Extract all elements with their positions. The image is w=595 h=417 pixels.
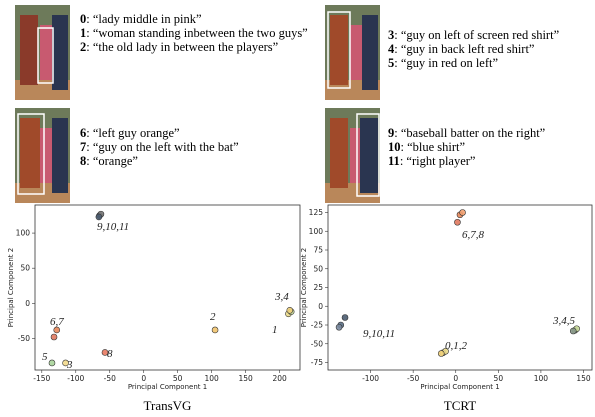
point [51,334,57,340]
y-axis-label: Principal Component 2 [7,248,15,327]
cluster-annotation: 9,10,11 [363,328,395,340]
x-tick-label: -50 [104,374,116,383]
caption: 3: “guy on left of screen red shirt”4: “… [388,28,593,70]
caption-line: 8: “orange” [80,154,315,168]
expression-text: : “right player” [400,154,476,168]
caption: 9: “baseball batter on the right”10: “bl… [388,126,593,168]
x-tick-label: 150 [576,374,591,383]
x-axis-label: Principal Component 1 [420,383,499,391]
thumbnail [325,108,380,203]
cluster-annotation: 5 [42,351,48,363]
cluster-annotation: 3,4 [274,291,289,303]
point [212,327,218,333]
x-tick-label: 50 [494,374,504,383]
x-tick-label: 200 [272,374,287,383]
cluster-annotation: 0,1,2 [445,340,468,352]
caption-line: 10: “blue shirt” [388,140,593,154]
point [336,324,342,330]
cluster-annotation: 6,7 [50,316,64,328]
y-tick-label: 0 [25,299,30,308]
expression-text: : “blue shirt” [401,140,466,154]
cluster-annotation: 6,7,8 [462,229,485,241]
y-axis-label: Principal Component 2 [300,248,308,327]
x-tick-label: -150 [33,374,50,383]
x-tick-label: 100 [534,374,549,383]
x-tick-label: -100 [362,374,379,383]
expression-text: : “baseball batter on the right” [394,126,545,140]
caption-line: 3: “guy on left of screen red shirt” [388,28,593,42]
chart-caption: TransVG [144,398,192,413]
point [454,219,460,225]
expression-text: : “the old lady in between the players” [86,40,278,54]
y-tick-label: 125 [309,208,324,217]
expression-text: : “orange” [86,154,138,168]
caption-line: 11: “right player” [388,154,593,168]
expression-text: : “guy in red on left” [394,56,498,70]
thumbnail [15,108,70,203]
expression-text: : “guy on the left with the bat” [86,140,238,154]
x-axis-label: Principal Component 1 [128,383,207,391]
y-tick-label: 50 [20,264,30,273]
point [342,315,348,321]
chart-caption: TCRT [444,398,477,413]
caption-line: 4: “guy in back left red shirt” [388,42,593,56]
cluster-annotation: 3,4,5 [552,315,576,327]
figure: -150-100-50050100150200-50050100Principa… [0,0,595,417]
caption-line: 7: “guy on the left with the bat” [80,140,315,154]
x-tick-label: 100 [205,374,220,383]
expression-text: : “lady middle in pink” [86,12,201,26]
y-tick-label: 100 [16,229,31,238]
x-tick-label: -50 [407,374,419,383]
plot-area [35,205,300,370]
x-tick-label: 50 [173,374,183,383]
x-tick-label: 150 [238,374,253,383]
y-tick-label: 25 [313,283,323,292]
expression-text: : “left guy orange” [86,126,179,140]
point [460,210,466,216]
y-tick-label: 100 [309,227,324,236]
cluster-annotation: 1 [272,324,278,336]
x-tick-label: -100 [67,374,84,383]
thumbnail [325,5,380,100]
expression-index: 10 [388,140,401,154]
caption-line: 2: “the old lady in between the players” [80,40,315,54]
expression-text: : “woman standing inbetween the two guys… [86,26,307,40]
point [96,214,102,220]
cluster-annotation: 3 [66,359,73,371]
cluster-annotation: 9,10,11 [97,221,129,233]
caption-line: 0: “lady middle in pink” [80,12,315,26]
y-tick-label: 0 [318,302,323,311]
y-tick-label: -75 [311,358,323,367]
y-tick-label: -50 [18,334,30,343]
point [49,360,55,366]
x-tick-label: 0 [141,374,146,383]
y-tick-label: 50 [313,264,323,273]
point [570,328,576,334]
caption: 0: “lady middle in pink”1: “woman standi… [80,12,315,54]
caption-line: 6: “left guy orange” [80,126,315,140]
point [287,307,293,313]
x-tick-label: 0 [453,374,458,383]
expression-text: : “guy on left of screen red shirt” [394,28,559,42]
y-tick-label: -50 [311,339,323,348]
expression-index: 11 [388,154,400,168]
expression-text: : “guy in back left red shirt” [394,42,534,56]
point [438,351,444,357]
cluster-annotation: 2 [210,311,216,323]
caption: 6: “left guy orange”7: “guy on the left … [80,126,315,168]
y-tick-label: 75 [313,246,323,255]
caption-line: 1: “woman standing inbetween the two guy… [80,26,315,40]
caption-line: 5: “guy in red on left” [388,56,593,70]
cluster-annotation: 8 [107,348,113,360]
y-tick-label: -25 [311,321,323,330]
thumbnail [15,5,70,100]
caption-line: 9: “baseball batter on the right” [388,126,593,140]
